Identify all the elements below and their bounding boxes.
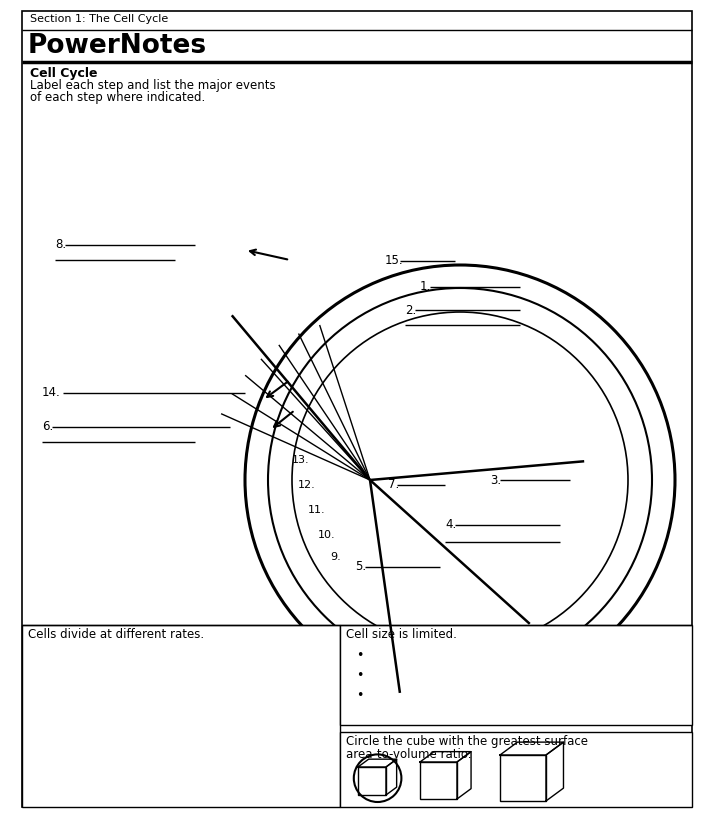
Bar xyxy=(500,755,546,801)
Text: 11.: 11. xyxy=(308,505,326,515)
Text: Label each step and list the major events: Label each step and list the major event… xyxy=(30,79,276,92)
Text: Circle the cube with the greatest surface: Circle the cube with the greatest surfac… xyxy=(346,736,588,748)
Text: 7.: 7. xyxy=(388,478,399,492)
Text: of each step where indicated.: of each step where indicated. xyxy=(30,92,205,105)
Text: 14.: 14. xyxy=(42,386,61,399)
Text: PowerNotes: PowerNotes xyxy=(28,33,207,59)
Bar xyxy=(420,762,457,799)
Text: •: • xyxy=(356,689,363,701)
Bar xyxy=(22,625,340,807)
Bar xyxy=(340,625,692,725)
Text: 13.: 13. xyxy=(292,455,310,465)
Text: •: • xyxy=(356,668,363,681)
Bar xyxy=(358,767,386,795)
Text: 12.: 12. xyxy=(298,480,316,490)
Text: 10.: 10. xyxy=(318,530,336,540)
Text: Section 1: The Cell Cycle: Section 1: The Cell Cycle xyxy=(30,14,169,24)
Text: area-to-volume ratio.: area-to-volume ratio. xyxy=(346,747,471,761)
Text: •: • xyxy=(356,648,363,662)
Text: 8.: 8. xyxy=(55,238,66,252)
Text: 4.: 4. xyxy=(445,518,456,531)
Text: Cells divide at different rates.: Cells divide at different rates. xyxy=(28,629,204,642)
Text: 2.: 2. xyxy=(405,304,416,317)
Text: 6.: 6. xyxy=(42,421,54,433)
Text: Cell Cycle: Cell Cycle xyxy=(30,67,98,79)
Text: 3.: 3. xyxy=(490,474,501,487)
Text: Cell size is limited.: Cell size is limited. xyxy=(346,629,457,642)
Text: 15.: 15. xyxy=(385,254,403,267)
Text: 1.: 1. xyxy=(420,280,431,294)
Bar xyxy=(340,732,692,807)
Text: 9.: 9. xyxy=(330,552,341,562)
Text: 5.: 5. xyxy=(355,560,366,573)
